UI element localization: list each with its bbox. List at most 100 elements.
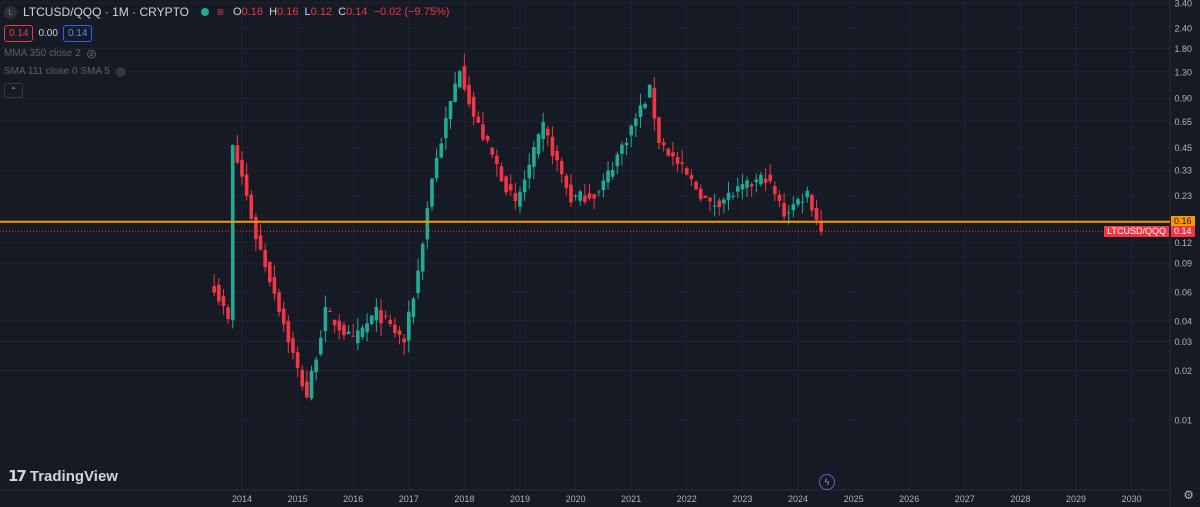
candle-body — [314, 359, 318, 373]
candle-body — [777, 194, 782, 201]
candle-body — [258, 235, 263, 250]
y-tick-label: 0.09 — [1174, 258, 1192, 268]
candle-body — [578, 191, 583, 201]
candle-body — [518, 191, 522, 207]
x-tick-label: 2026 — [899, 494, 919, 504]
candle-body — [416, 270, 420, 294]
candle-body — [661, 142, 666, 146]
symbol-title[interactable]: LTCUSD/QQQ · 1M · CRYPTO — [23, 5, 190, 19]
collapse-legend-button[interactable]: ⌃ — [4, 83, 23, 98]
x-tick-label: 2015 — [288, 494, 308, 504]
x-tick-label: 2017 — [399, 494, 419, 504]
candle-body — [555, 150, 559, 161]
candle-body — [495, 155, 499, 165]
candle-body — [407, 311, 411, 341]
high-key: H — [269, 6, 278, 18]
x-tick-label: 2021 — [621, 494, 641, 504]
x-tick-label: 2014 — [232, 494, 252, 504]
candle-body — [573, 195, 578, 197]
candle-body — [305, 381, 309, 398]
candle-body — [504, 176, 508, 193]
candle-body — [735, 186, 740, 192]
candle-body — [309, 370, 314, 399]
x-tick-label: 2027 — [955, 494, 975, 504]
candle-body — [457, 71, 462, 88]
low-key: L — [304, 6, 311, 18]
candle-body — [332, 319, 337, 326]
y-tick-label: 0.65 — [1174, 117, 1192, 127]
candle-body — [680, 162, 684, 164]
candle-body — [434, 157, 439, 179]
lightning-icon[interactable]: ϟ — [819, 474, 835, 490]
candle-body — [596, 191, 601, 193]
candle-body — [277, 292, 281, 312]
candle-body — [624, 142, 629, 146]
candle-body — [740, 184, 745, 190]
candle-body — [244, 174, 249, 196]
candle-body — [726, 192, 731, 200]
candle-body — [629, 125, 633, 136]
candle-body — [564, 175, 569, 188]
candle-body — [328, 310, 332, 313]
candle-body — [675, 156, 680, 164]
candle-body — [508, 184, 513, 191]
y-tick-label: 0.23 — [1174, 191, 1192, 201]
y-tick-label: 3.40 — [1174, 0, 1192, 9]
candle-body — [536, 134, 541, 155]
candle-body — [754, 179, 759, 183]
candle-body — [356, 330, 360, 344]
candle-body — [365, 323, 369, 333]
candle-body — [337, 320, 342, 331]
candle-body — [476, 116, 481, 123]
indicator-row-1[interactable]: MMA 350 close 2 ◎ — [4, 47, 452, 60]
candle-body — [791, 204, 796, 211]
candle-body — [462, 65, 467, 90]
hidden-eye-icon[interactable]: ◎ — [86, 48, 97, 60]
candle-body — [499, 166, 504, 182]
symbol-row[interactable]: L LTCUSD/QQQ · 1M · CRYPTO ≡ O0.16 H0.16… — [4, 4, 452, 20]
indicator-row-2[interactable]: SMA 111 close 0 SMA 5 ◎ — [4, 65, 452, 78]
x-tick-label: 2023 — [732, 494, 752, 504]
candle-body — [388, 319, 393, 324]
candle-body — [671, 152, 675, 157]
candle-body — [592, 194, 596, 199]
candle-body — [272, 277, 277, 294]
y-tick-label: 1.80 — [1174, 44, 1192, 54]
candle-body — [550, 136, 555, 157]
gear-icon[interactable]: ⚙ — [1183, 488, 1194, 502]
candle-body — [369, 315, 374, 325]
y-tick-label: 0.33 — [1174, 165, 1192, 175]
ohlc-values: O0.16 H0.16 L0.12 C0.14 −0.02 (−9.75%) — [233, 6, 452, 18]
x-tick-label: 2024 — [788, 494, 808, 504]
candle-body — [638, 105, 643, 118]
chevron-up-icon: ⌃ — [10, 86, 17, 95]
candle-body — [606, 170, 610, 183]
candle-body — [295, 352, 300, 368]
sell-price-box[interactable]: 0.14 — [4, 24, 34, 42]
candle-body — [745, 180, 749, 188]
x-tick-label: 2020 — [566, 494, 586, 504]
buy-price-box[interactable]: 0.14 — [62, 24, 93, 42]
candle-body — [722, 199, 726, 204]
candle-body — [796, 199, 800, 205]
candle-body — [448, 100, 453, 120]
candle-body — [532, 147, 536, 167]
candle-body — [217, 284, 221, 302]
candle-body — [652, 88, 657, 119]
candle-body — [286, 320, 291, 343]
candle-body — [268, 261, 272, 282]
bid-ask-row: 0.14 0.00 0.14 — [4, 24, 452, 42]
candle-body — [249, 194, 254, 219]
hidden-eye-icon[interactable]: ◎ — [115, 66, 126, 78]
tradingview-logo[interactable]: 17 TradingView — [8, 467, 118, 485]
candle-body — [703, 195, 708, 198]
y-tick-label: 0.45 — [1174, 143, 1192, 153]
x-tick-label: 2019 — [510, 494, 530, 504]
candle-body — [805, 190, 810, 198]
candle-body — [513, 193, 518, 202]
indicator-label: MMA 350 close 2 — [4, 48, 81, 59]
candle-body — [583, 195, 587, 202]
x-tick-label: 2028 — [1010, 494, 1030, 504]
